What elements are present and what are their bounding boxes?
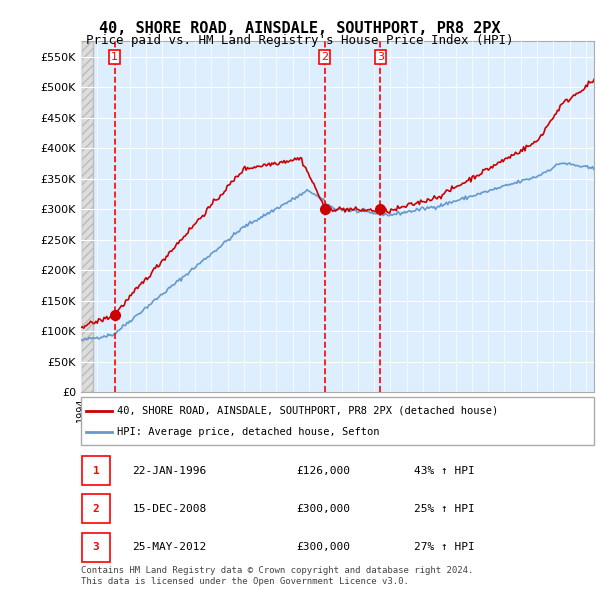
Text: 25% ↑ HPI: 25% ↑ HPI [415, 504, 475, 514]
Text: 27% ↑ HPI: 27% ↑ HPI [415, 542, 475, 552]
Bar [81, 41, 93, 392]
Text: 3: 3 [92, 542, 99, 552]
FancyBboxPatch shape [82, 494, 110, 523]
Text: 3: 3 [377, 52, 384, 62]
FancyBboxPatch shape [81, 397, 594, 445]
Text: 2: 2 [92, 504, 99, 514]
Text: 43% ↑ HPI: 43% ↑ HPI [415, 466, 475, 476]
Text: 1: 1 [111, 52, 118, 62]
Text: HPI: Average price, detached house, Sefton: HPI: Average price, detached house, Seft… [117, 427, 379, 437]
Text: £300,000: £300,000 [296, 542, 350, 552]
Text: 1: 1 [92, 466, 99, 476]
FancyBboxPatch shape [82, 533, 110, 562]
Text: 22-JAN-1996: 22-JAN-1996 [133, 466, 206, 476]
Text: 2: 2 [321, 52, 328, 62]
Text: 40, SHORE ROAD, AINSDALE, SOUTHPORT, PR8 2PX (detached house): 40, SHORE ROAD, AINSDALE, SOUTHPORT, PR8… [117, 405, 498, 415]
Text: 25-MAY-2012: 25-MAY-2012 [133, 542, 206, 552]
Text: £126,000: £126,000 [296, 466, 350, 476]
Text: 15-DEC-2008: 15-DEC-2008 [133, 504, 206, 514]
Text: Contains HM Land Registry data © Crown copyright and database right 2024.
This d: Contains HM Land Registry data © Crown c… [81, 566, 473, 586]
Text: 40, SHORE ROAD, AINSDALE, SOUTHPORT, PR8 2PX: 40, SHORE ROAD, AINSDALE, SOUTHPORT, PR8… [99, 21, 501, 35]
Text: Price paid vs. HM Land Registry's House Price Index (HPI): Price paid vs. HM Land Registry's House … [86, 34, 514, 47]
FancyBboxPatch shape [82, 456, 110, 485]
Text: £300,000: £300,000 [296, 504, 350, 514]
